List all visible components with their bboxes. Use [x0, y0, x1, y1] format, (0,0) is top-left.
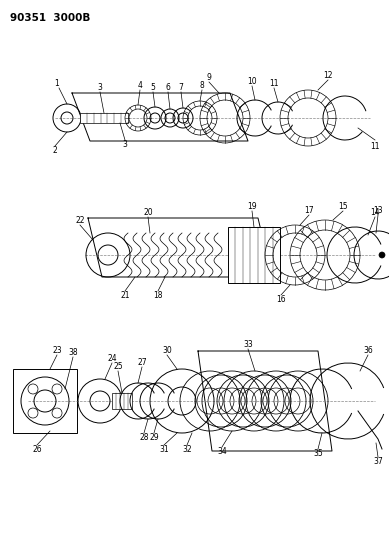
Text: 12: 12 [323, 71, 333, 80]
Polygon shape [198, 351, 332, 451]
Text: 26: 26 [32, 445, 42, 454]
Text: 30: 30 [162, 346, 172, 355]
Text: 25: 25 [113, 362, 123, 371]
Polygon shape [72, 93, 248, 141]
Bar [228, 227, 280, 283]
Text: 19: 19 [247, 202, 257, 211]
Text: 13: 13 [373, 206, 383, 215]
Bar [13, 369, 77, 433]
Polygon shape [88, 218, 272, 277]
Bar [80, 113, 128, 123]
Text: 8: 8 [200, 81, 204, 90]
Text: 17: 17 [304, 206, 314, 215]
Text: 15: 15 [338, 202, 348, 211]
Text: 5: 5 [151, 83, 156, 92]
Text: 6: 6 [166, 83, 170, 92]
Text: 4: 4 [138, 81, 142, 90]
Text: 28: 28 [139, 433, 149, 442]
Text: 9: 9 [207, 73, 212, 82]
Text: 33: 33 [243, 340, 253, 349]
Text: 10: 10 [247, 77, 257, 86]
Text: 22: 22 [75, 216, 85, 225]
Text: 21: 21 [120, 291, 130, 300]
Text: 1: 1 [54, 79, 59, 88]
Text: 18: 18 [153, 291, 163, 300]
Text: 3: 3 [123, 140, 128, 149]
Text: 90351  3000B: 90351 3000B [10, 13, 90, 23]
Text: 31: 31 [159, 445, 169, 454]
Text: 7: 7 [179, 83, 184, 92]
Circle shape [379, 252, 385, 258]
Bar [112, 393, 132, 409]
Text: 36: 36 [363, 346, 373, 355]
Text: 24: 24 [107, 354, 117, 363]
Text: 38: 38 [68, 348, 78, 357]
Text: 27: 27 [137, 358, 147, 367]
Text: 2: 2 [53, 146, 57, 155]
Text: 29: 29 [149, 433, 159, 442]
Text: 32: 32 [182, 445, 192, 454]
Text: 11: 11 [370, 142, 380, 151]
Text: 37: 37 [373, 457, 383, 466]
Text: 14: 14 [370, 208, 380, 217]
Text: 20: 20 [143, 208, 153, 217]
Text: 35: 35 [313, 449, 323, 458]
Text: 3: 3 [98, 83, 102, 92]
Text: 23: 23 [52, 346, 62, 355]
Text: 16: 16 [276, 295, 286, 304]
Text: 34: 34 [217, 447, 227, 456]
Text: 11: 11 [269, 79, 279, 88]
